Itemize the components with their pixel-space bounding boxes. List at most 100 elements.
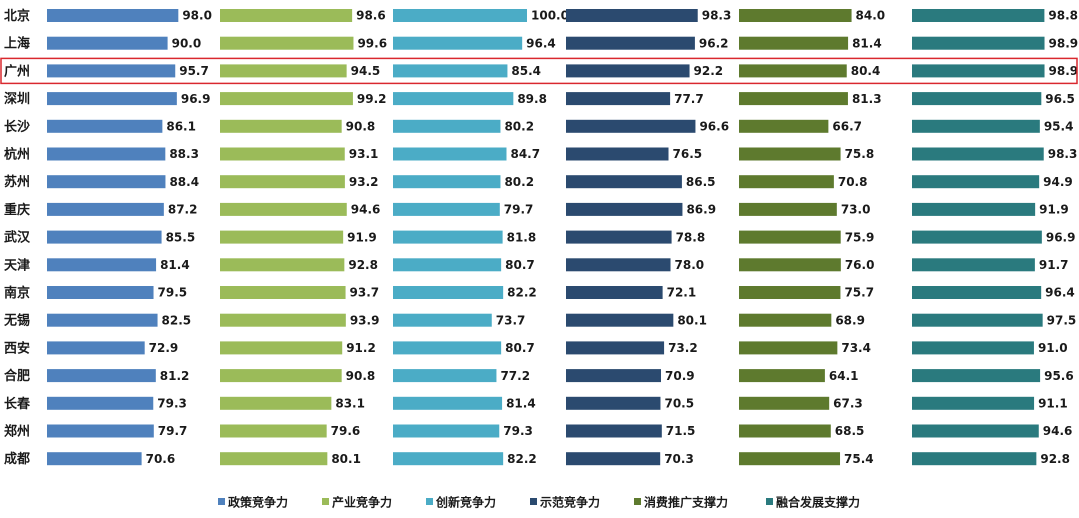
- value-label-1-7: 94.6: [351, 203, 381, 217]
- bar-5-8: [912, 230, 1042, 244]
- value-label-1-0: 98.6: [356, 9, 386, 23]
- city-label-4: 长沙: [4, 119, 30, 135]
- bar-1-6: [220, 175, 345, 189]
- value-label-5-9: 91.7: [1039, 258, 1069, 272]
- value-label-2-13: 77.2: [500, 369, 530, 383]
- legend-swatch-5: [766, 498, 773, 505]
- value-label-5-7: 91.9: [1039, 203, 1069, 217]
- value-label-2-2: 85.4: [511, 64, 541, 78]
- bar-2-9: [393, 258, 502, 272]
- bar-1-9: [220, 258, 345, 272]
- value-label-3-15: 71.5: [666, 424, 696, 438]
- value-label-3-2: 92.2: [694, 64, 724, 78]
- value-label-2-3: 89.8: [517, 92, 547, 106]
- value-label-1-16: 80.1: [331, 452, 361, 466]
- bar-2-13: [393, 369, 497, 383]
- bar-4-14: [739, 396, 830, 410]
- city-label-6: 苏州: [4, 174, 30, 190]
- value-label-4-7: 73.0: [841, 203, 871, 217]
- value-label-5-13: 95.6: [1044, 369, 1074, 383]
- value-label-3-9: 78.0: [675, 258, 705, 272]
- bar-0-7: [47, 202, 164, 216]
- legend-swatch-1: [322, 498, 329, 505]
- bar-5-0: [912, 9, 1045, 22]
- bar-5-3: [912, 92, 1042, 106]
- bar-5-13: [912, 369, 1041, 383]
- city-label-9: 天津: [4, 257, 30, 273]
- value-label-5-8: 96.9: [1046, 230, 1076, 244]
- series-panel-3: 98.3 96.2 92.2 77.7 96.6 76.5 86.5 86.9 78.8 78.0…: [566, 9, 731, 466]
- value-label-1-10: 93.7: [350, 286, 380, 300]
- bar-3-0: [566, 9, 698, 22]
- value-label-4-12: 73.4: [841, 341, 871, 355]
- value-label-3-13: 70.9: [665, 369, 695, 383]
- value-label-5-0: 98.8: [1048, 9, 1078, 23]
- city-label-10: 南京: [4, 285, 30, 301]
- bar-5-4: [912, 119, 1040, 133]
- city-label-16: 成都: [4, 451, 30, 467]
- value-label-0-0: 98.0: [182, 9, 212, 23]
- value-label-4-0: 84.0: [856, 9, 886, 23]
- bar-1-7: [220, 202, 347, 216]
- value-label-3-12: 73.2: [668, 341, 698, 355]
- value-label-4-3: 81.3: [852, 92, 882, 106]
- value-label-1-12: 91.2: [346, 341, 376, 355]
- bar-5-11: [912, 313, 1043, 327]
- series-panel-4: 84.0 81.4 80.4 81.3 66.7 75.8 70.8 73.0 75.9 76.0…: [739, 9, 885, 466]
- value-label-0-12: 72.9: [149, 341, 179, 355]
- highlight-box: [0, 57, 1078, 85]
- value-label-0-8: 85.5: [166, 230, 196, 244]
- bar-2-15: [393, 424, 500, 438]
- value-label-2-6: 80.2: [504, 175, 534, 189]
- bar-1-10: [220, 286, 346, 299]
- legend-swatch-4: [634, 498, 641, 505]
- bar-5-5: [912, 147, 1044, 161]
- bar-3-11: [566, 313, 674, 327]
- value-label-2-8: 81.8: [507, 230, 537, 244]
- bar-4-1: [739, 36, 849, 50]
- value-label-1-6: 93.2: [349, 175, 379, 189]
- value-label-0-6: 88.4: [169, 175, 199, 189]
- value-label-5-14: 91.1: [1038, 397, 1068, 411]
- value-label-4-15: 68.5: [835, 424, 865, 438]
- value-label-5-10: 96.4: [1045, 286, 1075, 300]
- bar-2-4: [393, 119, 501, 133]
- value-label-3-5: 76.5: [673, 147, 703, 161]
- bar-2-8: [393, 230, 503, 244]
- value-label-2-15: 79.3: [503, 424, 533, 438]
- bar-1-4: [220, 119, 342, 133]
- bar-4-5: [739, 147, 841, 161]
- bar-4-4: [739, 119, 829, 133]
- bar-5-12: [912, 341, 1034, 355]
- bar-4-8: [739, 230, 841, 244]
- bar-3-16: [566, 452, 661, 466]
- bar-5-1: [912, 36, 1045, 50]
- value-label-2-10: 82.2: [507, 286, 537, 300]
- value-label-1-3: 99.2: [357, 92, 387, 106]
- bar-4-6: [739, 175, 834, 189]
- bar-3-13: [566, 369, 662, 383]
- value-label-0-1: 90.0: [172, 36, 202, 50]
- value-label-3-14: 70.5: [664, 397, 694, 411]
- legend-label-0: 政策竞争力: [228, 495, 288, 510]
- legend-label-1: 产业竞争力: [332, 495, 392, 510]
- legend-swatch-0: [218, 498, 225, 505]
- value-label-5-12: 91.0: [1038, 341, 1068, 355]
- bar-0-0: [47, 9, 179, 22]
- value-label-4-1: 81.4: [852, 36, 882, 50]
- bar-1-2: [220, 64, 347, 78]
- bar-1-5: [220, 147, 345, 161]
- bar-3-9: [566, 258, 671, 272]
- value-label-2-9: 80.7: [505, 258, 535, 272]
- value-label-2-14: 81.4: [506, 397, 536, 411]
- city-label-0: 北京: [4, 8, 30, 24]
- bar-0-8: [47, 230, 162, 244]
- bar-4-7: [739, 202, 837, 216]
- bar-2-6: [393, 175, 501, 189]
- bar-2-16: [393, 452, 504, 466]
- bar-4-9: [739, 258, 841, 272]
- value-label-1-9: 92.8: [348, 258, 378, 272]
- bar-panels: 98.0 90.0 95.7 96.9 86.1 88.3 88.4 87.2 85.5 81.4…: [47, 9, 1078, 466]
- city-label-3: 深圳: [4, 91, 30, 107]
